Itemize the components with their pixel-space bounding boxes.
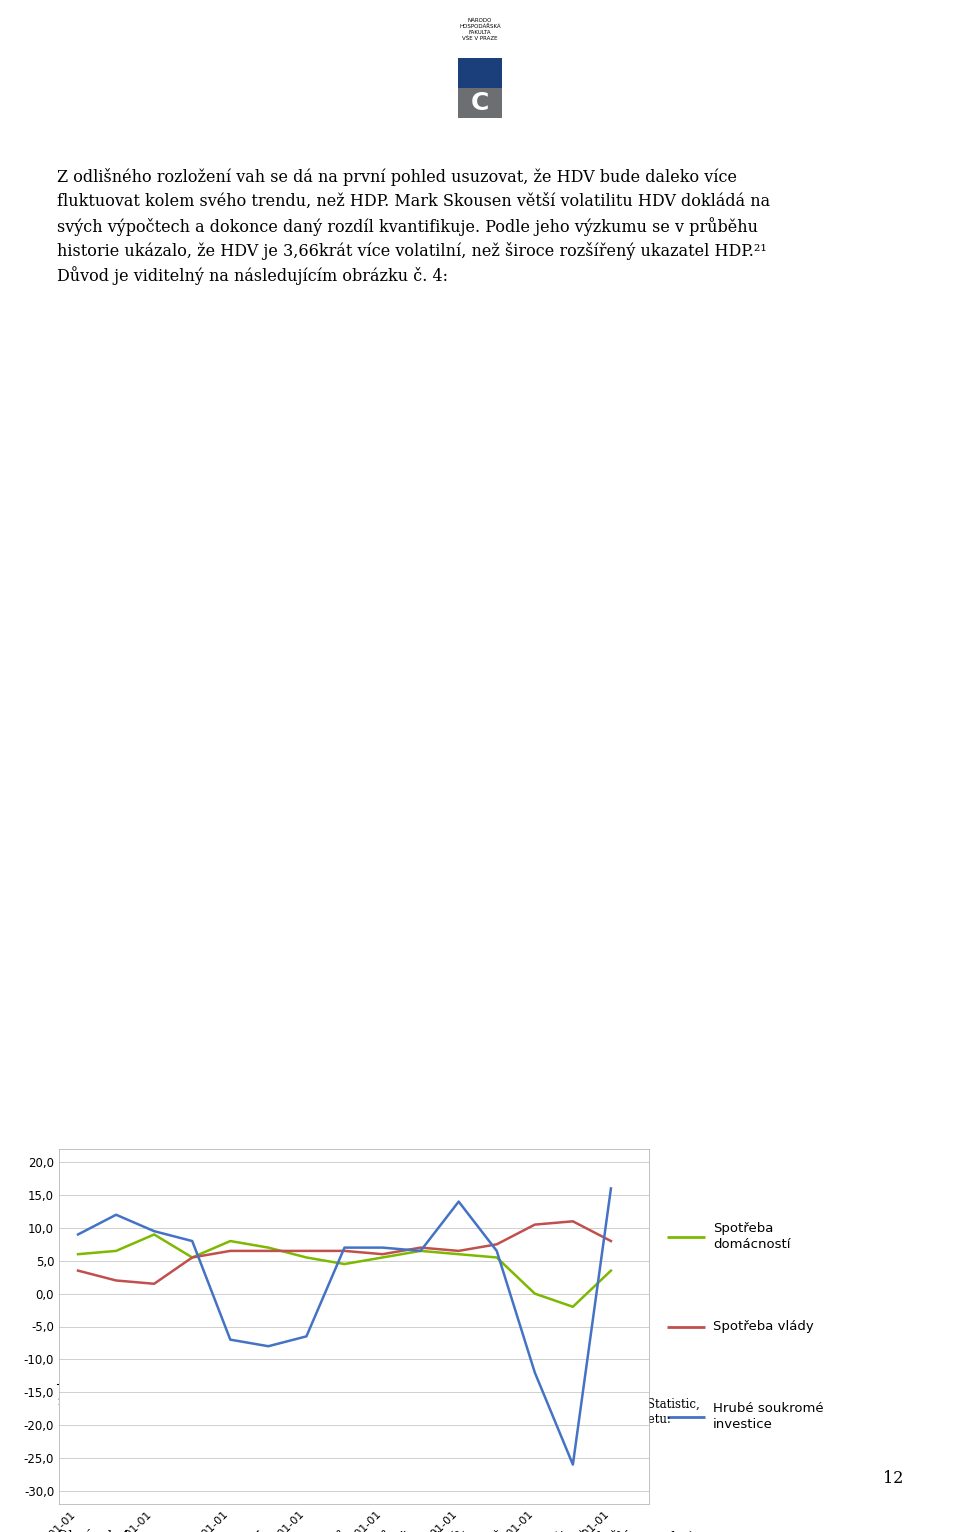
Text: fluktuovat kolem svého trendu, než HDP. Mark Skousen větší volatilitu HDV doklád: fluktuovat kolem svého trendu, než HDP. … xyxy=(57,193,770,210)
Text: Spotřeba
domácností: Spotřeba domácností xyxy=(713,1223,790,1252)
Text: Spotřeba vlády: Spotřeba vlády xyxy=(713,1321,814,1333)
Text: Důvod je viditelný na následujícím obrázku č. 4:: Důvod je viditelný na následujícím obráz… xyxy=(57,267,448,285)
Text: C: C xyxy=(470,90,490,115)
Text: http://www.ssees.ucl.ac.uk/publications/working_papers/wp113.pdf: http://www.ssees.ucl.ac.uk/publications/… xyxy=(71,1426,472,1439)
Text: SKOUSEN, Mark: Gross Domestic Expenditures (GDE): the Need for a New National Ag: SKOUSEN, Mark: Gross Domestic Expenditur… xyxy=(71,1399,700,1411)
Text: 12: 12 xyxy=(882,1471,903,1488)
Text: svých výpočtech a dokonce daný rozdíl kvantifikuje. Podle jeho výzkumu se v průb: svých výpočtech a dokonce daný rozdíl kv… xyxy=(57,218,758,236)
Text: (% změna oproti předešlému roku): (% změna oproti předešlému roku) xyxy=(444,1530,694,1532)
Text: Obrázek 4:: Obrázek 4: xyxy=(57,1530,138,1532)
Text: Aktivita jednotlivých sektorů v průběhu času v USA: Aktivita jednotlivých sektorů v průběhu … xyxy=(119,1530,518,1532)
Bar xyxy=(458,87,502,118)
Bar xyxy=(458,58,502,87)
Text: historie ukázalo, že HDV je 3,66krát více volatilní, než široce rozšířený ukazat: historie ukázalo, že HDV je 3,66krát víc… xyxy=(57,242,767,259)
Text: Economics Working Paper No.113, Centre for Comparative Economics, 11/2010, příst: Economics Working Paper No.113, Centre f… xyxy=(71,1413,671,1425)
Text: Z odlišného rozložení vah se dá na první pohled usuzovat, že HDV bude daleko víc: Z odlišného rozložení vah se dá na první… xyxy=(57,169,737,185)
Text: 21: 21 xyxy=(57,1399,69,1406)
Text: NÁRODO
HOSPODÁŘSKÁ
FAKULTA
VŠE V PRAZE: NÁRODO HOSPODÁŘSKÁ FAKULTA VŠE V PRAZE xyxy=(459,18,501,41)
Text: Hrubé soukromé
investice: Hrubé soukromé investice xyxy=(713,1402,824,1431)
